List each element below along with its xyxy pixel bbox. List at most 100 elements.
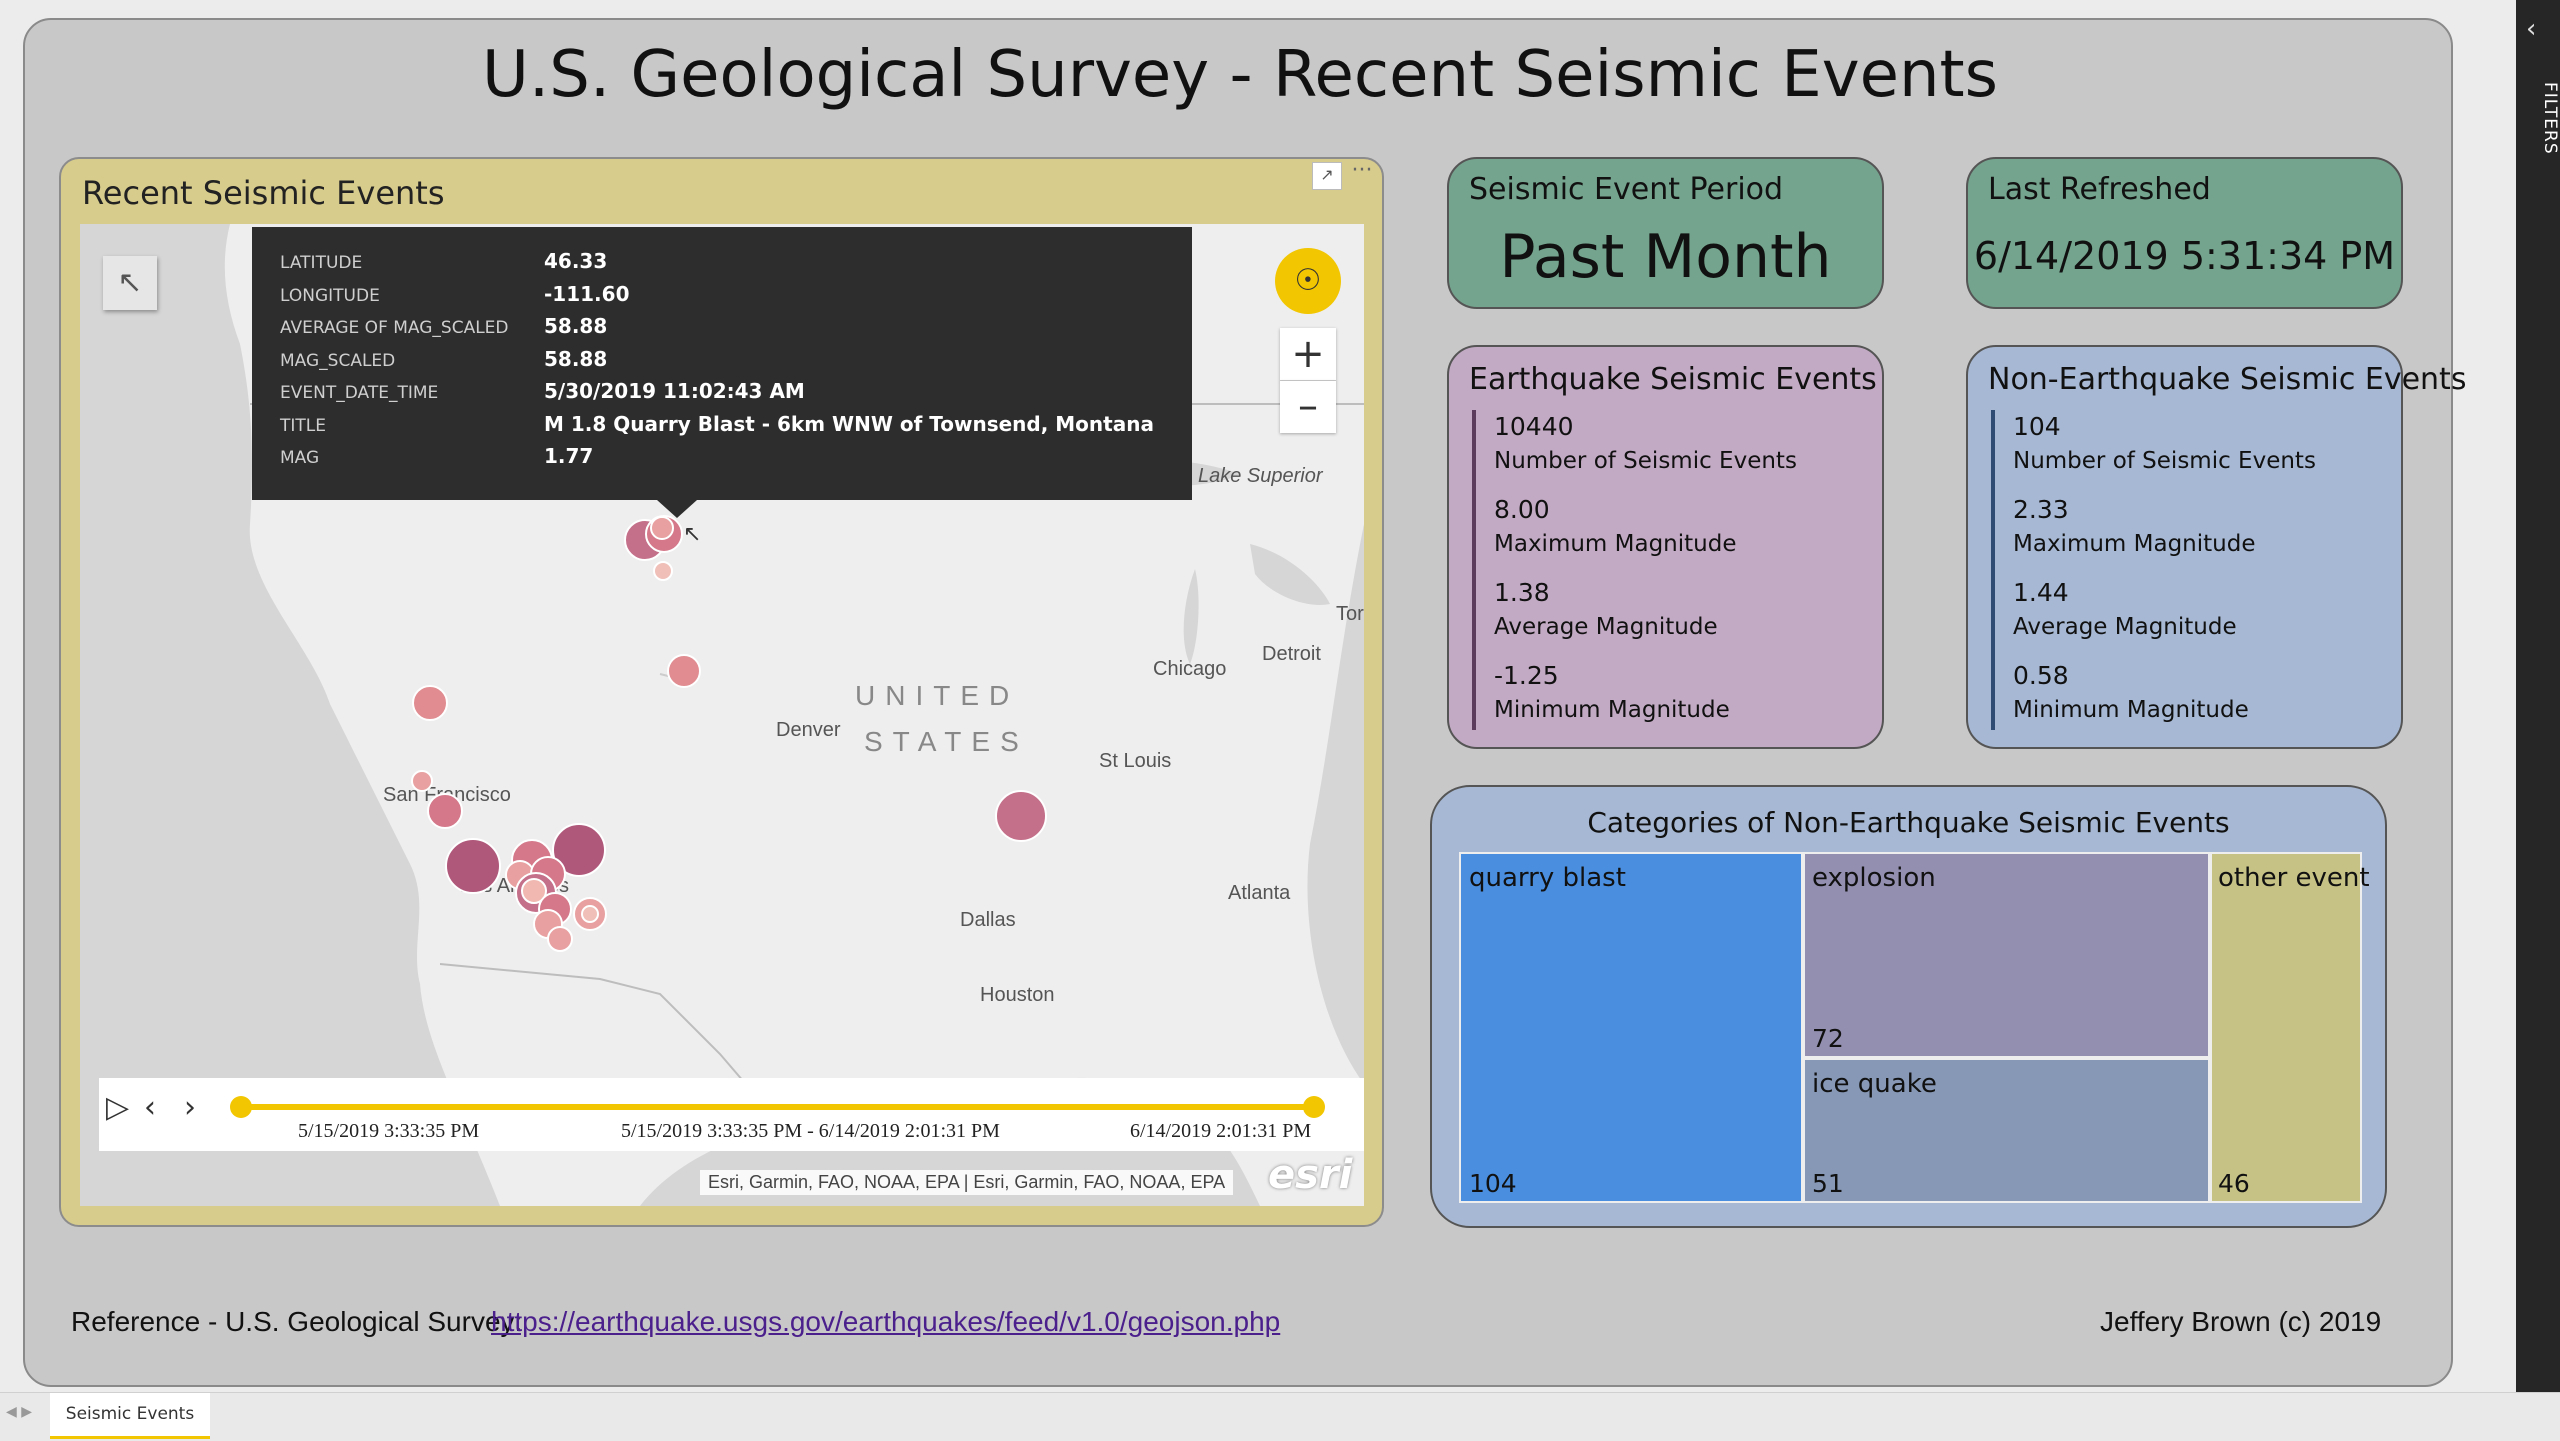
period-card (1447, 157, 1884, 309)
time-slider-start-handle[interactable] (230, 1096, 252, 1118)
zoom-in-button[interactable]: + (1280, 328, 1336, 381)
time-slider-start-label: 5/15/2019 3:33:35 PM (298, 1120, 480, 1142)
tile-value: 104 (1469, 1169, 1517, 1198)
stat-value: 1.38 (1494, 578, 1550, 607)
event-marker[interactable] (411, 770, 433, 792)
non-earthquake-stats-card (1966, 345, 2403, 749)
time-slider-track[interactable] (241, 1104, 1315, 1110)
page-tab-bar (0, 1392, 2560, 1441)
stat-value: 1.44 (2013, 578, 2069, 607)
mouse-pointer-icon: ↖ (683, 522, 702, 547)
last-refreshed-value: 6/14/2019 5:31:34 PM (1973, 234, 2396, 278)
report-title: U.S. Geological Survey - Recent Seismic … (482, 38, 1998, 112)
tooltip-row: EVENT_DATE_TIME 5/30/2019 11:02:43 AM (280, 379, 1192, 412)
tooltip-arrow (657, 500, 697, 518)
event-marker[interactable] (412, 685, 448, 721)
credit-text: Jeffery Brown (c) 2019 (2100, 1306, 2382, 1337)
stat-label: Minimum Magnitude (1494, 697, 1730, 723)
stat-label: Average Magnitude (1494, 614, 1718, 640)
event-marker[interactable] (650, 516, 674, 540)
tooltip-value: 58.88 (544, 346, 608, 371)
filters-pane[interactable] (2516, 0, 2560, 1392)
chevron-left-icon[interactable]: ‹ (2526, 14, 2537, 44)
treemap-tile-ice-quake[interactable] (1803, 1058, 2210, 1203)
tooltip-value: 58.88 (544, 314, 608, 338)
tooltip-row: LATITUDE 46.33 (280, 249, 1192, 282)
page-tab-seismic-events[interactable]: Seismic Events (50, 1393, 210, 1439)
mexico-border (439, 963, 781, 1125)
more-options-icon[interactable]: ··· (1351, 158, 1373, 183)
map-attribution: Esri, Garmin, FAO, NOAA, EPA | Esri, Gar… (700, 1170, 1234, 1195)
time-slider[interactable] (99, 1078, 1364, 1151)
stat-label: Maximum Magnitude (2013, 531, 2256, 557)
city-label: Dallas (960, 909, 1016, 931)
stat-label: Minimum Magnitude (2013, 697, 2249, 723)
tooltip-label: AVERAGE OF MAG_SCALED (280, 318, 509, 338)
tooltip-row: LONGITUDE -111.60 (280, 282, 1192, 315)
event-marker[interactable] (581, 905, 599, 923)
pacific-ocean (80, 224, 500, 1206)
tab-scroll-arrows-icon[interactable]: ◀ ▶ (6, 1404, 32, 1420)
next-icon[interactable]: › (184, 1090, 196, 1125)
stat-value: 104 (2013, 412, 2061, 441)
atlantic-ocean (1307, 524, 1364, 1084)
tooltip-value: M 1.8 Quarry Blast - 6km WNW of Townsend… (544, 411, 1154, 436)
map-tooltip: LATITUDE 46.33 LONGITUDE -111.60 AVERAGE O… (252, 227, 1192, 500)
event-marker[interactable] (445, 838, 501, 894)
tooltip-label: TITLE (280, 415, 326, 436)
tile-value: 72 (1812, 1024, 1844, 1053)
tile-label: ice quake (1812, 1069, 1937, 1099)
tooltip-label: LONGITUDE (280, 285, 380, 306)
stat-value: 0.58 (2013, 661, 2069, 690)
stat-label: Average Magnitude (2013, 614, 2237, 640)
city-label: Denver (776, 719, 841, 741)
reference-label: Reference - U.S. Geological Survey: (71, 1306, 523, 1337)
last-refreshed-card (1966, 157, 2403, 309)
country-label: STATES (864, 726, 1029, 757)
city-label: Tor (1336, 603, 1364, 625)
stat-value: 2.33 (2013, 495, 2069, 524)
event-marker[interactable] (667, 654, 701, 688)
treemap-tile-explosion[interactable] (1803, 852, 2210, 1058)
filters-label[interactable]: FILTERS (2540, 82, 2560, 155)
tooltip-label: MAG (280, 448, 320, 468)
map-visual-title: Recent Seismic Events (82, 174, 445, 212)
event-marker[interactable] (521, 878, 547, 904)
select-cursor-icon[interactable]: ↖ (103, 256, 157, 310)
earthquake-card-title: Earthquake Seismic Events (1469, 362, 1877, 397)
play-icon[interactable]: ▷ (106, 1090, 130, 1125)
time-slider-end-handle[interactable] (1303, 1096, 1325, 1118)
tile-value: 46 (2218, 1169, 2250, 1198)
tile-label: quarry blast (1469, 863, 1626, 893)
city-label: Detroit (1262, 643, 1321, 665)
previous-icon[interactable]: ‹ (144, 1090, 156, 1125)
event-marker[interactable] (547, 926, 573, 952)
treemap-title: Categories of Non-Earthquake Seismic Eve… (1587, 806, 2230, 839)
event-marker[interactable] (552, 823, 606, 877)
stat-label: Number of Seismic Events (1494, 448, 1797, 474)
country-label: UNITED (855, 680, 1019, 711)
locate-icon[interactable]: ☉ (1275, 248, 1341, 314)
tooltip-value: -111.60 (544, 281, 630, 306)
tooltip-row: MAG_SCALED 58.88 (280, 347, 1192, 380)
event-marker[interactable] (995, 790, 1047, 842)
tooltip-label: MAG_SCALED (280, 350, 396, 371)
time-slider-end-label: 6/14/2019 2:01:31 PM (1130, 1120, 1312, 1142)
tooltip-row: TITLE M 1.8 Quarry Blast - 6km WNW of Tow… (280, 412, 1192, 445)
period-card-value: Past Month (1499, 222, 1832, 292)
treemap-tile-quarry-blast[interactable] (1459, 852, 1803, 1203)
event-marker[interactable] (653, 561, 673, 581)
lake-michigan (1183, 569, 1199, 664)
tooltip-row: MAG 1.77 (280, 444, 1192, 477)
earthquake-stats-card (1447, 345, 1884, 749)
reference-link[interactable]: https://earthquake.usgs.gov/earthquakes/… (491, 1306, 1281, 1337)
last-refreshed-title: Last Refreshed (1988, 172, 2211, 207)
event-marker[interactable] (427, 793, 463, 829)
tile-label: explosion (1812, 863, 1936, 893)
tile-label: other event (2218, 863, 2370, 893)
tooltip-value: 5/30/2019 11:02:43 AM (544, 379, 805, 403)
zoom-out-button[interactable]: – (1280, 381, 1336, 433)
focus-mode-icon[interactable]: ↗ (1312, 162, 1342, 190)
city-label: Atlanta (1228, 882, 1291, 904)
treemap-tile-other-event[interactable] (2210, 852, 2362, 1203)
